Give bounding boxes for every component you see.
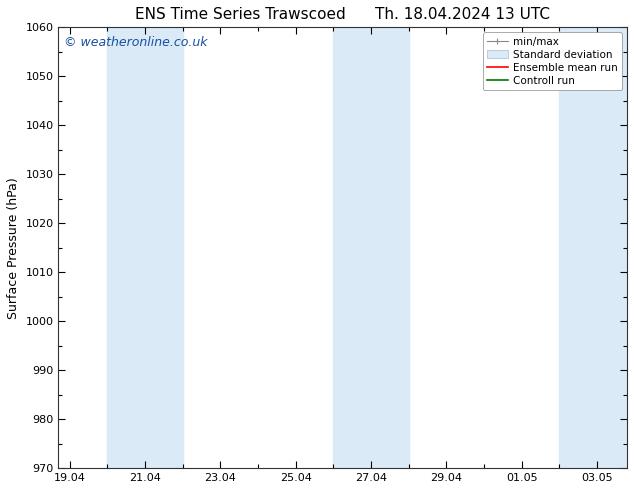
Legend: min/max, Standard deviation, Ensemble mean run, Controll run: min/max, Standard deviation, Ensemble me… (482, 32, 622, 90)
Bar (107, 27, 183, 468)
Bar (559, 27, 634, 468)
Bar (333, 27, 409, 468)
Text: © weatheronline.co.uk: © weatheronline.co.uk (64, 36, 208, 49)
Y-axis label: Surface Pressure (hPa): Surface Pressure (hPa) (7, 177, 20, 318)
Title: ENS Time Series Trawscoed      Th. 18.04.2024 13 UTC: ENS Time Series Trawscoed Th. 18.04.2024… (135, 7, 550, 22)
